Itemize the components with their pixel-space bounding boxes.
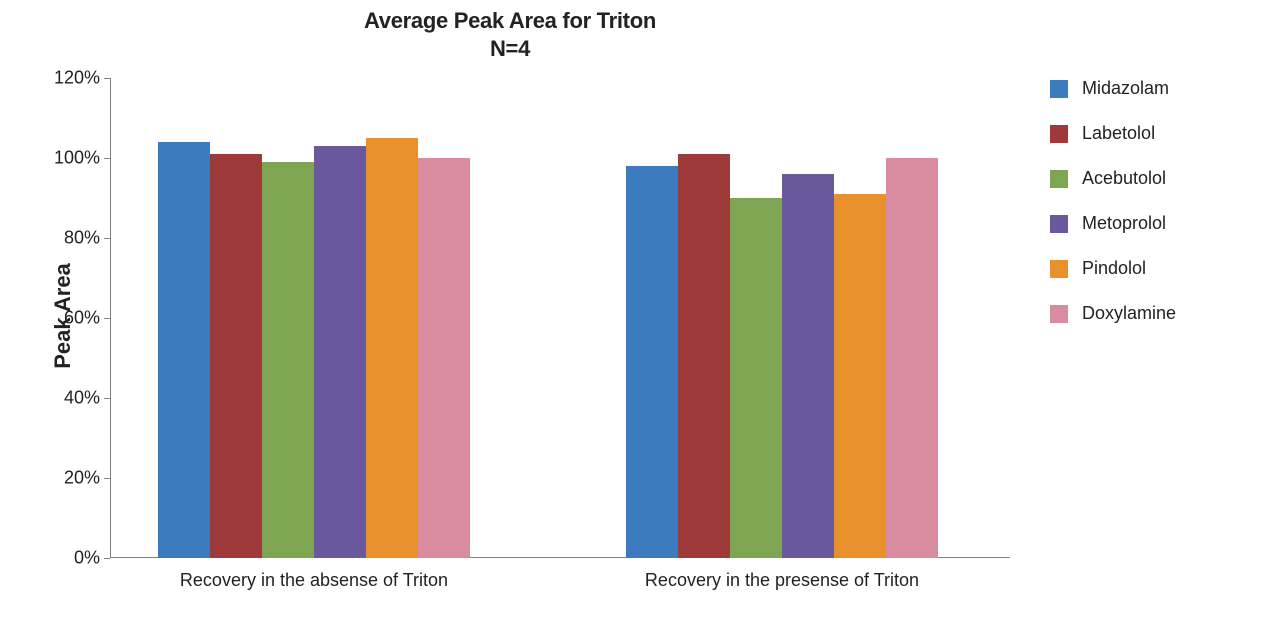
y-tick-label: 80% xyxy=(64,228,110,249)
legend-swatch xyxy=(1050,170,1068,188)
y-tick-label: 120% xyxy=(54,68,110,89)
legend-item: Metoprolol xyxy=(1050,213,1260,234)
legend-item: Midazolam xyxy=(1050,78,1260,99)
bar xyxy=(314,146,366,558)
category-label: Recovery in the presense of Triton xyxy=(645,558,919,591)
y-axis-line xyxy=(110,78,111,558)
legend-label: Metoprolol xyxy=(1082,213,1166,234)
legend-item: Acebutolol xyxy=(1050,168,1260,189)
bar xyxy=(678,154,730,558)
legend-swatch xyxy=(1050,260,1068,278)
bar xyxy=(262,162,314,558)
bar xyxy=(834,194,886,558)
y-tick-label: 20% xyxy=(64,468,110,489)
plot-area: 0%20%40%60%80%100%120%Recovery in the ab… xyxy=(110,78,1010,558)
bar xyxy=(782,174,834,558)
category-label: Recovery in the absense of Triton xyxy=(180,558,448,591)
legend-label: Acebutolol xyxy=(1082,168,1166,189)
legend-label: Midazolam xyxy=(1082,78,1169,99)
legend: Midazolam Labetolol Acebutolol Metoprolol Pi… xyxy=(1050,78,1260,348)
legend-label: Labetolol xyxy=(1082,123,1155,144)
y-tick-label: 60% xyxy=(64,308,110,329)
chart-title-line1: Average Peak Area for Triton xyxy=(0,8,1020,34)
bar xyxy=(626,166,678,558)
bar xyxy=(158,142,210,558)
bar xyxy=(366,138,418,558)
legend-item: Pindolol xyxy=(1050,258,1260,279)
bar xyxy=(418,158,470,558)
chart-title: Average Peak Area for Triton N=4 xyxy=(0,8,1020,62)
legend-item: Doxylamine xyxy=(1050,303,1260,324)
legend-swatch xyxy=(1050,125,1068,143)
bar xyxy=(210,154,262,558)
bar xyxy=(886,158,938,558)
legend-label: Doxylamine xyxy=(1082,303,1176,324)
legend-swatch xyxy=(1050,80,1068,98)
legend-swatch xyxy=(1050,215,1068,233)
y-tick-label: 0% xyxy=(74,548,110,569)
y-tick-label: 100% xyxy=(54,148,110,169)
legend-swatch xyxy=(1050,305,1068,323)
bar xyxy=(730,198,782,558)
y-tick-label: 40% xyxy=(64,388,110,409)
chart-title-line2: N=4 xyxy=(0,36,1020,62)
legend-item: Labetolol xyxy=(1050,123,1260,144)
chart-container: Average Peak Area for Triton N=4 Peak Ar… xyxy=(0,0,1280,631)
legend-label: Pindolol xyxy=(1082,258,1146,279)
